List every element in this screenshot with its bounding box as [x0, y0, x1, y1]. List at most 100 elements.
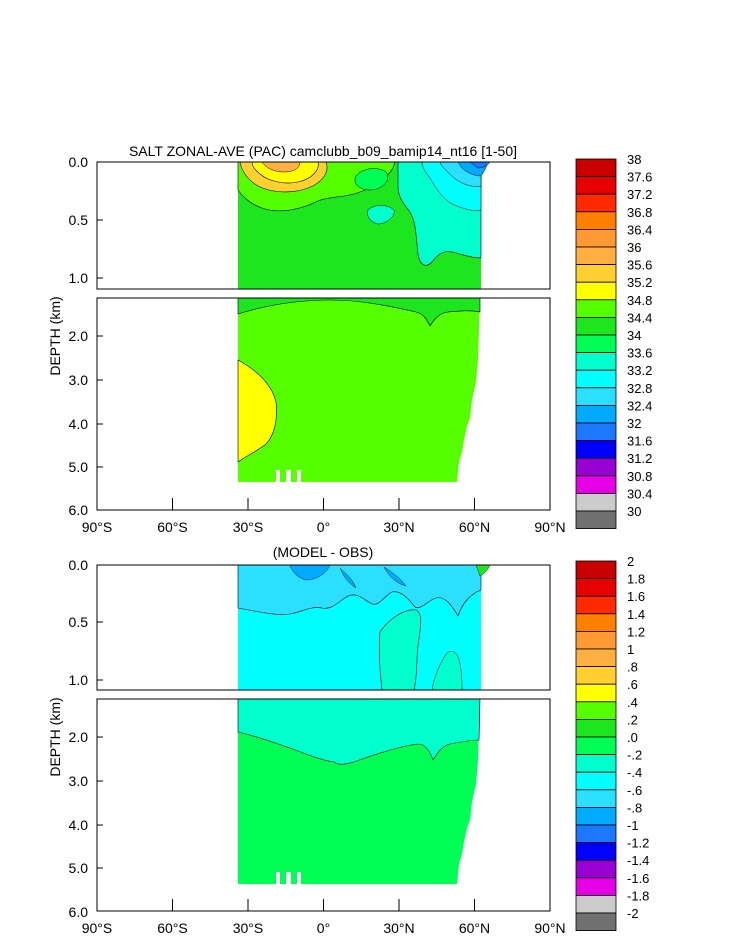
bottom-y-tick-0: 0.0: [69, 557, 89, 573]
colorbar-label-1: 1.8: [627, 572, 645, 587]
colorbar-swatch-10: [575, 334, 617, 354]
top-y-tick-5: 4.0: [69, 416, 89, 432]
colorbar-label-15: 32: [627, 416, 641, 431]
colorbar-label-13: -.6: [627, 783, 642, 798]
colorbar-label-11: 33.6: [627, 346, 652, 361]
bottom-x-tick-5: 60°N: [459, 920, 490, 936]
colorbar-label-17: 31.2: [627, 451, 652, 466]
top-upper-panel-fill: [237, 161, 491, 289]
top-x-tick-3: 0°: [317, 519, 330, 535]
colorbar-swatch-1: [575, 176, 617, 195]
bottom-chart-title: (MODEL - OBS): [273, 544, 374, 560]
colorbar-swatch-15: [575, 422, 617, 442]
colorbar-swatch-16: [575, 842, 617, 861]
top-lower-yellowgreen-field: [238, 298, 480, 482]
bottom-x-tick-4: 30°N: [383, 920, 414, 936]
colorbar-swatch-20: [575, 912, 617, 932]
bottom-y-axis-label: DEPTH (km): [47, 697, 63, 776]
colorbar-swatch-11: [575, 352, 617, 371]
bottom-lower-aqua-band: [237, 698, 481, 765]
colorbar-swatch-5: [575, 648, 617, 668]
top-x-tick-6: 90°N: [534, 519, 565, 535]
bottom-x-tick-6: 90°N: [534, 920, 565, 936]
colorbar-swatch-19: [575, 492, 617, 512]
bottom-y-tick-3: 2.0: [69, 729, 89, 745]
colorbar-swatch-8: [575, 701, 617, 720]
colorbar-swatch-19: [575, 895, 617, 914]
bottom-y-tick-7: 6.0: [69, 904, 89, 920]
colorbar-label-7: .6: [627, 677, 638, 692]
colorbar-label-0: 2: [627, 554, 634, 569]
colorbar-label-2: 1.6: [627, 589, 645, 604]
bottom-gap-2: [286, 470, 291, 483]
top-lower-panel-fill: [237, 297, 481, 483]
colorbar-label-19: 30.4: [627, 486, 652, 501]
top-y-tick-0: 0.0: [69, 154, 89, 170]
colorbar-label-14: 32.4: [627, 398, 652, 413]
colorbar-label-12: 33.2: [627, 363, 652, 378]
colorbar-swatch-2: [575, 595, 617, 615]
colorbar-swatch-12: [575, 771, 617, 791]
colorbar-label-4: 1.2: [627, 624, 645, 639]
bottom-colorbar: 21.81.61.41.21.8.6.4.2.0-.2-.4-.6-.8-1-1…: [575, 554, 649, 932]
colorbar-label-16: -1.2: [627, 836, 649, 851]
top-lower-yellow-patch: [237, 359, 277, 463]
colorbar-label-10: .0: [627, 730, 638, 745]
top-y-tick-1: 0.5: [69, 212, 89, 228]
bottom-x-tick-0: 90°S: [82, 920, 113, 936]
colorbar-swatch-14: [575, 807, 617, 826]
colorbar-swatch-16: [575, 440, 617, 459]
colorbar-label-13: 32.8: [627, 381, 652, 396]
top-y-tick-2: 1.0: [69, 270, 89, 286]
top-y-axis-upper: 0.0 0.5 1.0: [69, 154, 103, 286]
top-y-axis-label: DEPTH (km): [47, 296, 63, 375]
colorbar-swatch-11: [575, 754, 617, 773]
colorbar-swatch-0: [575, 560, 617, 580]
bottom-gap-4: [276, 872, 280, 885]
colorbar-label-6: 35.6: [627, 258, 652, 273]
colorbar-swatch-12: [575, 369, 617, 389]
colorbar-swatch-18: [575, 475, 617, 494]
bottom-upper-skyblue-band: [237, 564, 482, 617]
colorbar-label-12: -.4: [627, 765, 642, 780]
top-y-tick-7: 6.0: [69, 502, 89, 518]
top-y-tick-3: 2.0: [69, 328, 89, 344]
top-upper-cyan-lens: [367, 205, 395, 225]
bottom-y-tick-6: 5.0: [69, 860, 89, 876]
bottom-y-tick-1: 0.5: [69, 614, 89, 630]
colorbar-swatch-9: [575, 719, 617, 738]
colorbar-label-4: 36.4: [627, 222, 652, 237]
bottom-upper-aqua-plume: [378, 609, 422, 691]
colorbar-swatch-10: [575, 736, 617, 756]
top-colorbar: 38 37.6 37.2 36.8 36.4 36 35.6 35.2 34.8 34.4 34 33…: [575, 152, 652, 530]
bottom-upper-panel-fill: [237, 564, 491, 691]
colorbar-label-9: .2: [627, 712, 638, 727]
colorbar-swatch-4: [575, 228, 617, 248]
colorbar-label-15: -1: [627, 818, 639, 833]
colorbar-swatch-8: [575, 299, 617, 318]
colorbar-label-20: 30: [627, 504, 641, 519]
colorbar-swatch-3: [575, 613, 617, 632]
colorbar-label-8: 34.8: [627, 293, 652, 308]
colorbar-swatch-2: [575, 193, 617, 213]
top-x-tick-4: 30°N: [383, 519, 414, 535]
colorbar-label-2: 37.2: [627, 187, 652, 202]
colorbar-label-5: 36: [627, 240, 641, 255]
colorbar-swatch-7: [575, 281, 617, 301]
bottom-chart: (MODEL - OBS) 0.0 0.5 1.0 2.0: [47, 544, 649, 936]
top-chart-title: SALT ZONAL-AVE (PAC) camclubb_b09_bamip1…: [129, 143, 517, 159]
top-upper-panel-frame: [96, 161, 551, 290]
colorbar-swatch-14: [575, 404, 617, 424]
bottom-upper-blue-streaks: [289, 564, 407, 589]
bottom-upper-panel-frame: [96, 564, 551, 691]
colorbar-swatch-0: [575, 158, 617, 178]
colorbar-swatch-7: [575, 683, 617, 703]
top-y-axis-lower: 2.0 3.0 4.0 5.0 6.0: [69, 328, 103, 518]
colorbar-swatch-13: [575, 387, 617, 406]
colorbar-label-16: 31.6: [627, 434, 652, 449]
colorbar-swatch-5: [575, 246, 617, 266]
colorbar-swatch-15: [575, 824, 617, 844]
colorbar-label-1: 37.6: [627, 170, 652, 185]
colorbar-swatch-6: [575, 666, 617, 685]
